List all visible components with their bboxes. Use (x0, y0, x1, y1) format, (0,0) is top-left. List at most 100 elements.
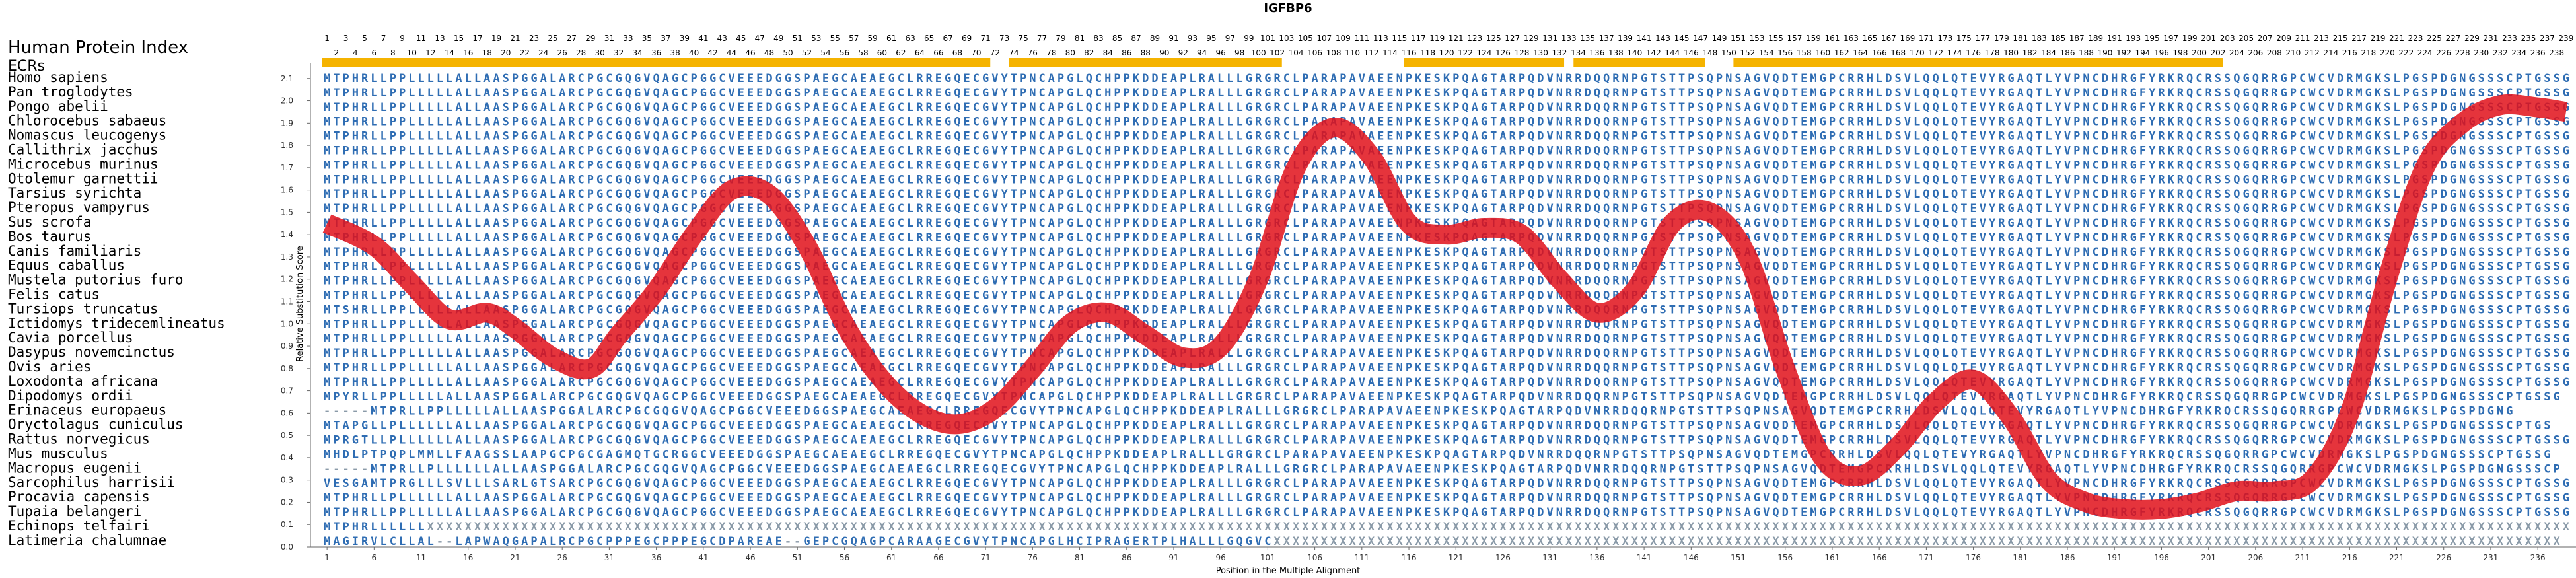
residue: G (530, 159, 537, 172)
residue: P (1716, 72, 1723, 85)
residue: G (1754, 202, 1760, 215)
residue: T (2525, 260, 2532, 273)
residue: C (578, 87, 585, 100)
residue: P (1114, 130, 1120, 143)
residue: T (1011, 87, 1017, 100)
residue: C (2506, 173, 2513, 186)
residue: S (2215, 202, 2221, 215)
residue: G (945, 217, 951, 230)
position-number: 103 (1279, 34, 1294, 43)
residue: E (1377, 260, 1384, 273)
residue: Q (1707, 145, 1713, 158)
residue: G (982, 332, 989, 345)
residue: L (437, 145, 443, 158)
residue: P (690, 145, 697, 158)
residue: P (1829, 101, 1836, 114)
residue: Q (2186, 130, 2193, 143)
residue: A (1330, 217, 1337, 230)
residue: Q (1086, 159, 1092, 172)
position-number: 174 (1947, 48, 1962, 57)
residue: S (2384, 332, 2390, 345)
residue: D (766, 231, 772, 244)
residue: P (1114, 260, 1120, 273)
residue: Q (1923, 217, 1929, 230)
residue: E (860, 231, 867, 244)
residue: L (1293, 303, 1299, 316)
residue: K (1415, 318, 1422, 331)
residue: P (2290, 289, 2297, 303)
residue: C (973, 347, 980, 360)
residue: R (1857, 318, 1865, 331)
residue: T (1669, 275, 1676, 288)
species-label: Ictidomys tridecemlineatus (8, 315, 225, 331)
residue: A (559, 116, 565, 129)
residue: Q (2252, 217, 2259, 230)
residue: E (1161, 217, 1168, 230)
residue: Q (1932, 202, 1939, 215)
residue: A (2017, 246, 2024, 259)
residue: R (2271, 260, 2278, 273)
residue: P (1452, 332, 1459, 345)
residue: C (2093, 332, 2099, 345)
residue: K (1415, 303, 1422, 316)
residue: Y (2149, 188, 2156, 201)
residue: Y (1001, 145, 1008, 158)
residue: Q (1707, 116, 1713, 129)
residue: P (690, 130, 697, 143)
residue: C (1095, 101, 1102, 114)
residue: P (1452, 347, 1459, 360)
residue: A (1170, 275, 1177, 288)
position-number: 216 (2342, 48, 2357, 57)
residue: V (1547, 159, 1554, 172)
residue: P (1631, 188, 1638, 201)
residue: R (1998, 275, 2005, 288)
residue: S (2544, 130, 2550, 143)
residue: Q (1603, 87, 1610, 100)
residue: P (1114, 289, 1120, 303)
residue: L (2393, 72, 2400, 85)
residue: G (2563, 289, 2569, 303)
residue: N (1556, 116, 1563, 129)
residue: C (2196, 72, 2202, 85)
residue: R (1255, 318, 1262, 331)
residue: G (700, 318, 707, 331)
residue: V (2328, 188, 2334, 201)
position-number: 4 (353, 48, 358, 57)
residue: E (935, 246, 942, 259)
residue: Q (1923, 202, 1929, 215)
residue: N (1622, 202, 1628, 215)
residue: P (2290, 145, 2297, 158)
residue: V (1980, 275, 1986, 288)
residue: P (512, 159, 519, 172)
residue: S (2487, 188, 2494, 201)
residue: G (2243, 101, 2250, 114)
residue: Y (2055, 72, 2062, 85)
residue: K (1443, 347, 1450, 360)
residue: P (399, 145, 406, 158)
residue: C (1095, 87, 1102, 100)
residue: V (1547, 289, 1554, 303)
residue: Y (2055, 173, 2062, 186)
residue: R (1199, 72, 1206, 85)
residue: L (1914, 217, 1920, 230)
residue: P (2073, 202, 2080, 215)
residue: E (935, 303, 942, 316)
residue: P (399, 231, 406, 244)
residue: V (1904, 130, 1911, 143)
residue: G (616, 188, 622, 201)
residue: D (2337, 159, 2343, 172)
residue: A (493, 173, 499, 186)
residue: S (1434, 116, 1441, 129)
residue: S (1895, 332, 1902, 345)
residue: R (1857, 260, 1865, 273)
residue: P (1716, 275, 1723, 288)
residue: C (1038, 260, 1045, 273)
residue: D (1885, 87, 1892, 100)
residue: Q (1772, 246, 1779, 259)
residue: T (2525, 303, 2532, 316)
residue: P (1124, 116, 1130, 129)
residue: S (1434, 87, 1441, 100)
residue: C (2093, 188, 2099, 201)
residue: V (2328, 130, 2334, 143)
residue: Q (653, 87, 659, 100)
